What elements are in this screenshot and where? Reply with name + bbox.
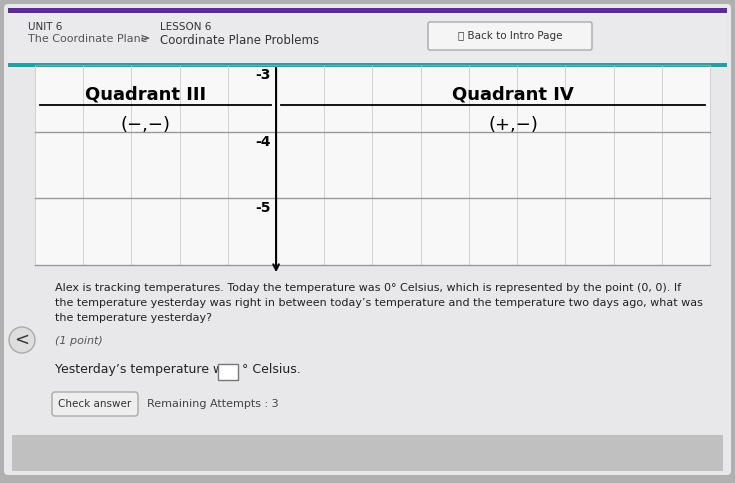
- Text: the temperature yesterday was right in between today’s temperature and the tempe: the temperature yesterday was right in b…: [55, 298, 703, 308]
- Circle shape: [9, 327, 35, 353]
- Bar: [12, 435, 723, 471]
- Bar: [218, 364, 238, 380]
- FancyBboxPatch shape: [428, 22, 592, 50]
- Text: LESSON 6: LESSON 6: [160, 22, 212, 32]
- Bar: [8, 63, 727, 67]
- Text: The Coordinate Plane: The Coordinate Plane: [28, 34, 148, 44]
- Text: Alex is tracking temperatures. Today the temperature was 0° Celsius, which is re: Alex is tracking temperatures. Today the…: [55, 283, 681, 293]
- Bar: [8, 8, 727, 13]
- Text: UNIT 6: UNIT 6: [28, 22, 62, 32]
- Bar: [8, 13, 727, 63]
- Text: Check answer: Check answer: [58, 399, 132, 409]
- Text: ° Celsius.: ° Celsius.: [242, 363, 301, 376]
- Text: 🖨 Back to Intro Page: 🖨 Back to Intro Page: [458, 31, 562, 41]
- Text: Remaining Attempts : 3: Remaining Attempts : 3: [147, 399, 279, 409]
- Bar: [35, 65, 710, 265]
- Text: -4: -4: [256, 135, 271, 149]
- Text: -3: -3: [256, 68, 271, 82]
- Text: (−,−): (−,−): [121, 116, 171, 134]
- Text: (1 point): (1 point): [55, 336, 103, 346]
- Text: >: >: [140, 31, 150, 44]
- Text: -5: -5: [256, 201, 271, 215]
- Text: the temperature yesterday?: the temperature yesterday?: [55, 313, 212, 323]
- Text: Quadrant III: Quadrant III: [85, 86, 206, 104]
- Text: Yesterday’s temperature was: Yesterday’s temperature was: [55, 363, 237, 376]
- Text: Coordinate Plane Problems: Coordinate Plane Problems: [160, 34, 319, 47]
- Text: (+,−): (+,−): [488, 116, 538, 134]
- FancyBboxPatch shape: [4, 4, 731, 475]
- FancyBboxPatch shape: [52, 392, 138, 416]
- Text: Quadrant IV: Quadrant IV: [452, 86, 574, 104]
- Text: <: <: [15, 331, 29, 349]
